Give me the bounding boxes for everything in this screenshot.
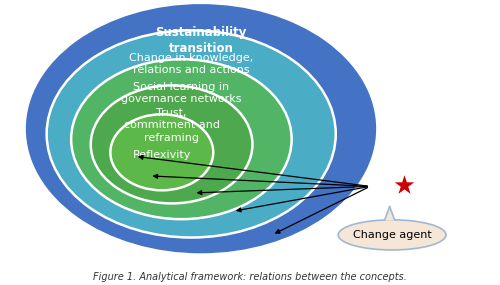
Point (400, 183, 408, 187)
Text: Trust,
commitment and
reframing: Trust, commitment and reframing (124, 108, 220, 142)
Text: Figure 1. Analytical framework: relations between the concepts.: Figure 1. Analytical framework: relation… (93, 272, 407, 282)
Polygon shape (385, 207, 394, 220)
Text: Social learning in
governance networks: Social learning in governance networks (121, 82, 242, 104)
Text: Change agent: Change agent (352, 230, 432, 240)
Ellipse shape (71, 59, 292, 219)
Text: Change in knowledge,
relations and actions: Change in knowledge, relations and actio… (129, 53, 254, 75)
Ellipse shape (46, 30, 336, 237)
Ellipse shape (91, 86, 252, 203)
Ellipse shape (338, 220, 446, 250)
Text: Reflexivity: Reflexivity (132, 150, 191, 160)
Ellipse shape (24, 3, 378, 255)
Text: Sustainability
transition: Sustainability transition (156, 27, 246, 56)
Ellipse shape (110, 114, 213, 190)
